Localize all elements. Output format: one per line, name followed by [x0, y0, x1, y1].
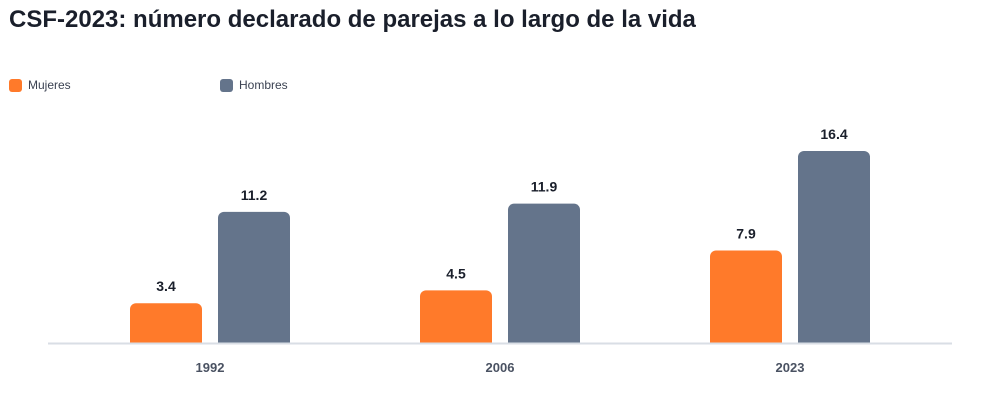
- bar-mujeres-1992[interactable]: [130, 303, 202, 349]
- bar-mujeres-2006[interactable]: [420, 290, 492, 349]
- legend-label-hombres: Hombres: [239, 78, 288, 92]
- legend-swatch-hombres: [220, 78, 233, 92]
- bar-hombres-1992[interactable]: [218, 211, 290, 349]
- value-label-mujeres-2023: 7.9: [736, 226, 756, 242]
- value-label-mujeres-2006: 4.5: [446, 265, 466, 281]
- legend-swatch-mujeres: [9, 78, 22, 92]
- legend-item-hombres[interactable]: Hombres: [220, 78, 431, 92]
- value-label-hombres-2023: 16.4: [820, 126, 847, 142]
- x-tick-label-2023: 2023: [776, 360, 805, 375]
- chart-title: CSF-2023: número declarado de parejas a …: [9, 6, 696, 33]
- bar-hombres-2023[interactable]: [798, 151, 870, 349]
- value-label-mujeres-1992: 3.4: [156, 278, 176, 294]
- x-tick-label-2006: 2006: [486, 360, 515, 375]
- bar-mujeres-2023[interactable]: [710, 250, 782, 349]
- legend: Mujeres Hombres: [9, 78, 431, 92]
- bar-hombres-2006[interactable]: [508, 203, 580, 349]
- value-label-hombres-1992: 11.2: [241, 187, 268, 203]
- legend-label-mujeres: Mujeres: [28, 78, 71, 92]
- value-label-hombres-2006: 11.9: [531, 179, 558, 195]
- legend-item-mujeres[interactable]: Mujeres: [9, 78, 220, 92]
- x-tick-label-1992: 1992: [196, 360, 225, 375]
- baseline-mask: [0, 343, 1000, 363]
